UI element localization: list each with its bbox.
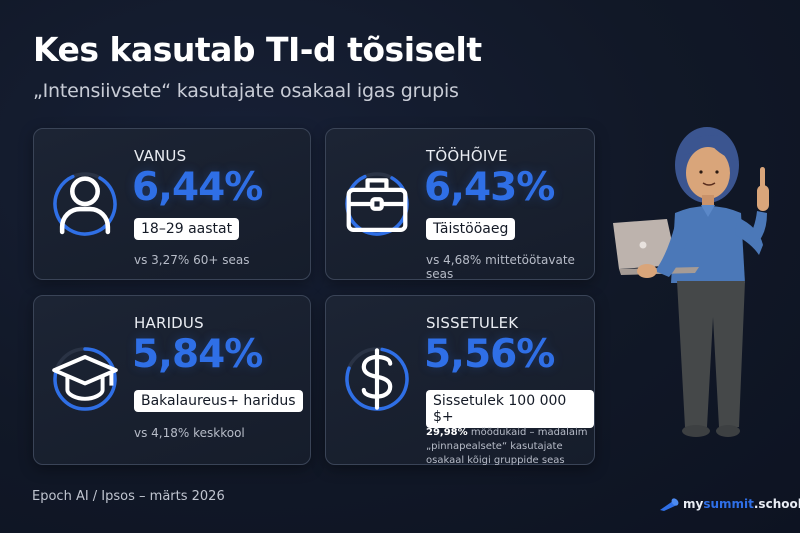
brand-logo[interactable]: my summit .school bbox=[659, 497, 800, 511]
stat-value: 5,84% bbox=[132, 332, 263, 377]
page-subtitle: „Intensiivsete“ kasutajate osakaal igas … bbox=[33, 80, 459, 102]
woman-with-laptop-illustration bbox=[605, 125, 795, 460]
stat-value: 6,43% bbox=[424, 165, 555, 210]
comparison-note: 29,98% möödukaid – madalaim „pinnapealse… bbox=[426, 426, 591, 468]
dollar-icon bbox=[344, 346, 410, 412]
stat-card-employment: TÖÖHÕIVE 6,43% Täistööaeg vs 4,68% mitte… bbox=[325, 128, 595, 281]
progress-ring bbox=[52, 171, 118, 237]
category-label: SISSETULEK bbox=[426, 314, 519, 332]
note-text: möödukaid – madalaim „pinnapealsete“ kas… bbox=[426, 427, 588, 466]
category-label: HARIDUS bbox=[134, 314, 204, 332]
group-badge: Sissetulek 100 000 $+ bbox=[426, 390, 594, 428]
group-badge: 18–29 aastat bbox=[134, 218, 240, 240]
stat-value: 5,56% bbox=[424, 332, 555, 377]
comparison-note: vs 4,18% keskkool bbox=[134, 426, 245, 440]
category-label: VANUS bbox=[134, 147, 187, 165]
progress-ring bbox=[344, 346, 410, 412]
stat-value: 6,44% bbox=[132, 165, 263, 210]
comparison-note: vs 3,27% 60+ seas bbox=[134, 253, 250, 267]
progress-ring bbox=[344, 171, 410, 237]
source-caption: Epoch AI / Ipsos – märts 2026 bbox=[32, 489, 225, 504]
comparison-note: vs 4,68% mittetöötavate seas bbox=[426, 253, 575, 281]
telescope-icon bbox=[660, 498, 679, 511]
progress-ring bbox=[52, 346, 118, 412]
briefcase-icon bbox=[344, 171, 410, 237]
brand-prefix: my bbox=[683, 497, 704, 511]
brand-suffix: .school bbox=[753, 497, 800, 511]
graduation-cap-icon bbox=[52, 346, 118, 412]
person-icon bbox=[52, 171, 118, 237]
page-title: Kes kasutab TI-d tõsiselt bbox=[33, 30, 482, 69]
stat-card-education: HARIDUS 5,84% Bakalaureus+ haridus vs 4,… bbox=[33, 295, 311, 465]
stat-card-income: SISSETULEK 5,56% Sissetulek 100 000 $+ 2… bbox=[325, 295, 595, 468]
note-highlight: 29,98% bbox=[426, 427, 468, 438]
brand-highlight: summit bbox=[703, 497, 754, 511]
group-badge: Bakalaureus+ haridus bbox=[134, 390, 303, 412]
stat-card-age: VANUS 6,44% 18–29 aastat vs 3,27% 60+ se… bbox=[33, 128, 311, 280]
category-label: TÖÖHÕIVE bbox=[426, 147, 508, 165]
group-badge: Täistööaeg bbox=[426, 218, 516, 240]
